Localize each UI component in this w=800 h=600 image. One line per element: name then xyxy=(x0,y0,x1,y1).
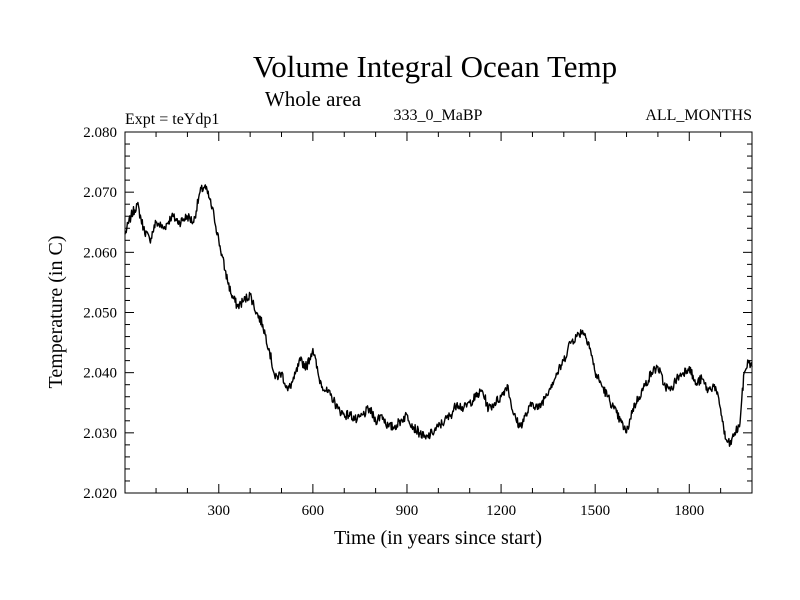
chart-subtitle: Whole area xyxy=(265,87,362,111)
period-label: 333_0_MaBP xyxy=(394,107,483,124)
y-tick-label: 2.050 xyxy=(83,306,117,322)
x-tick-label: 600 xyxy=(302,503,325,519)
x-tick-label: 900 xyxy=(396,503,419,519)
ticks-layer: 300 600 900 1200 1500 1800 2.020 2.030 2.040 2.05… xyxy=(83,125,752,519)
experiment-label: Expt = teYdp1 xyxy=(125,111,219,128)
y-tick-label: 2.060 xyxy=(83,245,117,261)
y-tick-label: 2.020 xyxy=(83,486,117,502)
x-axis-label: Time (in years since start) xyxy=(334,527,542,549)
series-layer xyxy=(124,184,753,447)
x-tick-label: 300 xyxy=(208,503,231,519)
y-tick-label: 2.080 xyxy=(83,125,117,141)
chart-title: Volume Integral Ocean Temp xyxy=(253,49,617,84)
x-tick-label: 1200 xyxy=(486,503,516,519)
y-tick-label: 2.040 xyxy=(83,366,117,382)
plot-frame xyxy=(124,131,753,494)
x-tick-label: 1500 xyxy=(580,503,610,519)
months-label: ALL_MONTHS xyxy=(645,107,752,124)
y-axis-label: Temperature (in C) xyxy=(45,236,67,389)
y-tick-label: 2.030 xyxy=(83,426,117,442)
y-tick-label: 2.070 xyxy=(83,185,117,201)
x-tick-label: 1800 xyxy=(674,503,704,519)
series-line-0 xyxy=(124,184,753,447)
